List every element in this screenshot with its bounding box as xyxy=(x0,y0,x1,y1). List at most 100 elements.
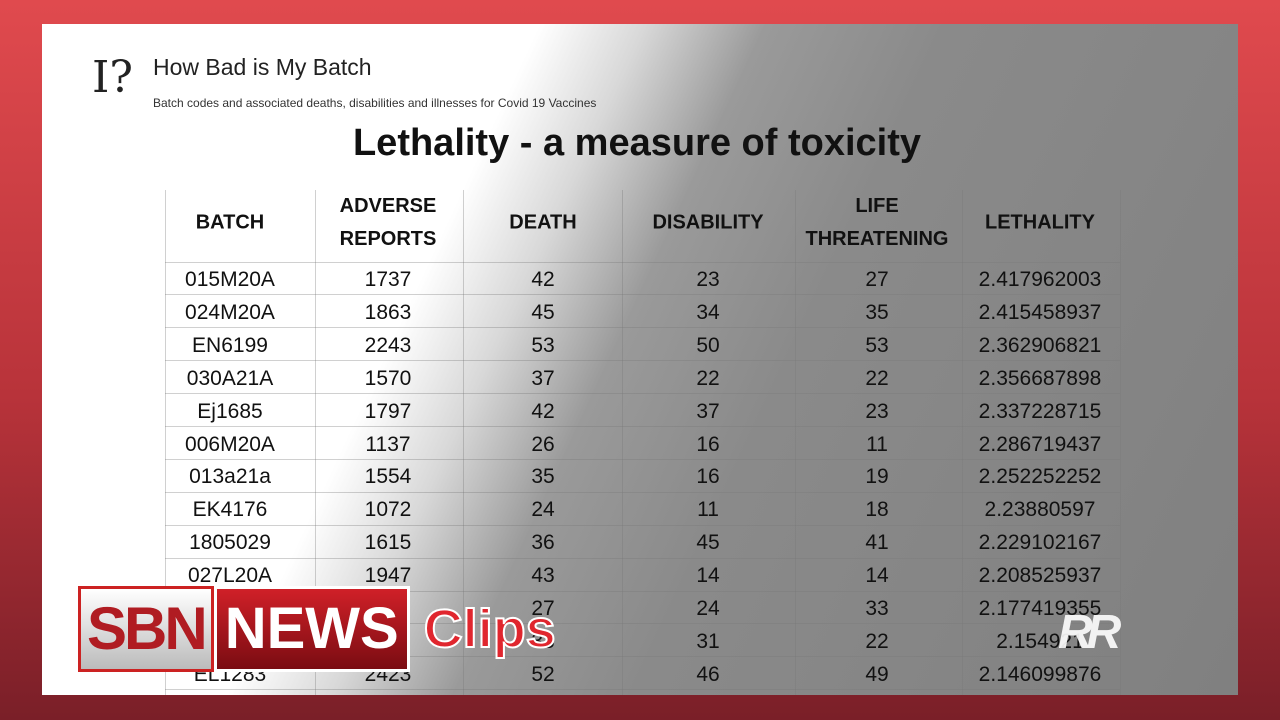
table-cell: 1615 xyxy=(364,531,412,555)
table-cell: 42 xyxy=(531,268,555,291)
table-cell: 26 xyxy=(531,432,555,456)
table-cell: 19 xyxy=(865,465,889,489)
column-header: ADVERSE REPORTS xyxy=(339,195,437,250)
column-header: DISABILITY xyxy=(652,211,764,234)
table-cell: 2.337228715 xyxy=(978,399,1102,423)
table-cell: 14 xyxy=(865,564,889,588)
screenshot-panel: I? How Bad is My Batch Batch codes and a… xyxy=(42,24,1238,695)
table-cell: 14 xyxy=(696,564,720,588)
table-cell: 53 xyxy=(531,333,555,357)
brand-news: NEWS xyxy=(213,586,410,672)
table-cell: 18 xyxy=(865,498,889,522)
table-cell: 53 xyxy=(865,333,889,357)
row-divider xyxy=(165,426,1120,428)
table-cell: 006M20A xyxy=(185,432,275,456)
table-cell: 16 xyxy=(696,432,720,456)
table-cell: 11 xyxy=(697,498,719,522)
column-divider xyxy=(1120,190,1121,695)
row-divider xyxy=(165,393,1120,395)
row-divider xyxy=(165,524,1120,526)
table-cell: 45 xyxy=(531,300,555,324)
column-header: DEATH xyxy=(509,211,577,234)
brand-clips: Clips xyxy=(423,598,557,660)
table-cell: 36 xyxy=(531,531,555,555)
row-divider xyxy=(165,557,1120,559)
table-cell: 33 xyxy=(865,597,889,620)
table-cell: 013a21a xyxy=(189,465,271,489)
site-subtitle: Batch codes and associated deaths, disab… xyxy=(153,96,597,110)
table-cell: 46 xyxy=(696,662,720,686)
table-cell: 027L20A xyxy=(187,564,273,588)
column-divider xyxy=(463,190,464,695)
table-cell: EK4176 xyxy=(192,498,268,522)
table-cell: 1947 xyxy=(364,564,412,588)
column-header: LIFE THREATENING xyxy=(805,195,949,250)
table-cell: 27 xyxy=(865,268,889,291)
row-divider xyxy=(165,294,1120,296)
row-divider xyxy=(165,261,1120,263)
table-cell: 42 xyxy=(531,399,555,423)
table-cell: 015M20A xyxy=(185,268,275,291)
table-cell: 34 xyxy=(696,300,720,324)
table-cell: 1737 xyxy=(364,268,412,291)
table-cell: 1072 xyxy=(364,498,412,522)
corner-logo: RR xyxy=(1058,606,1121,659)
column-header: LETHALITY xyxy=(985,211,1095,234)
row-divider xyxy=(165,689,1120,691)
table-cell: 1797 xyxy=(364,399,412,423)
table-cell: 2.177419355 xyxy=(978,597,1102,620)
row-divider xyxy=(165,458,1120,460)
table-cell: 35 xyxy=(865,300,889,324)
table-cell: EN6199 xyxy=(192,333,268,357)
table-cell: 1137 xyxy=(365,432,411,456)
table-cell: 31 xyxy=(696,629,720,653)
table-cell: 37 xyxy=(696,399,720,423)
table-cell: 2.23880597 xyxy=(984,498,1096,522)
table-cell: 24 xyxy=(696,597,720,620)
table-cell: 2.146099876 xyxy=(978,662,1102,686)
table-cell: 2.362906821 xyxy=(978,333,1102,357)
table-cell: 16 xyxy=(696,465,720,489)
table-cell: 27 xyxy=(531,597,555,620)
table-cell: 1805029 xyxy=(189,531,271,555)
table-cell: 45 xyxy=(696,531,720,555)
column-divider xyxy=(795,190,796,695)
heading: Lethality - a measure of toxicity xyxy=(352,122,922,164)
table-cell: 2243 xyxy=(364,333,412,357)
site-title: How Bad is My Batch xyxy=(153,54,372,80)
row-divider xyxy=(165,656,1120,658)
table-cell: 11 xyxy=(866,432,888,456)
row-divider xyxy=(165,491,1120,493)
row-divider xyxy=(165,590,1120,592)
column-divider xyxy=(962,190,963,695)
row-divider xyxy=(165,623,1120,625)
table-cell: 2.417962003 xyxy=(978,268,1102,291)
data-table: BATCH ADVERSE REPORTS DEATH DISABILITY LIFE … xyxy=(42,24,1238,695)
table-cell: 2.286719437 xyxy=(978,432,1102,456)
table-cell: 50 xyxy=(696,333,720,357)
table-cell: 2.229102167 xyxy=(978,531,1102,555)
table-cell: 2.154921 xyxy=(996,629,1084,653)
table-cell: 1570 xyxy=(364,366,412,390)
table-cell: 24 xyxy=(531,498,555,522)
table-cell: 23 xyxy=(865,399,889,423)
table-cell: Ej1685 xyxy=(197,399,263,423)
table-cell: 37 xyxy=(531,366,555,390)
table-cell: 22 xyxy=(865,629,889,653)
column-header: BATCH xyxy=(195,211,265,234)
row-divider xyxy=(165,327,1120,329)
table-cell: 2.415458937 xyxy=(978,300,1102,324)
table-cell: 1863 xyxy=(364,300,412,324)
brand-logo: SBN NEWS Clips xyxy=(78,585,557,673)
site-logo: I? xyxy=(92,52,133,103)
table-cell: 2.208525937 xyxy=(978,564,1102,588)
table-cell: 22 xyxy=(696,366,720,390)
table-cell: 41 xyxy=(865,531,889,555)
row-divider xyxy=(165,360,1120,362)
table-cell: 22 xyxy=(865,366,889,390)
table-cell: 1554 xyxy=(364,465,412,489)
table-cell: 43 xyxy=(531,564,555,588)
table-cell: 2.356687898 xyxy=(978,366,1102,390)
brand-sbn: SBN xyxy=(78,586,214,672)
